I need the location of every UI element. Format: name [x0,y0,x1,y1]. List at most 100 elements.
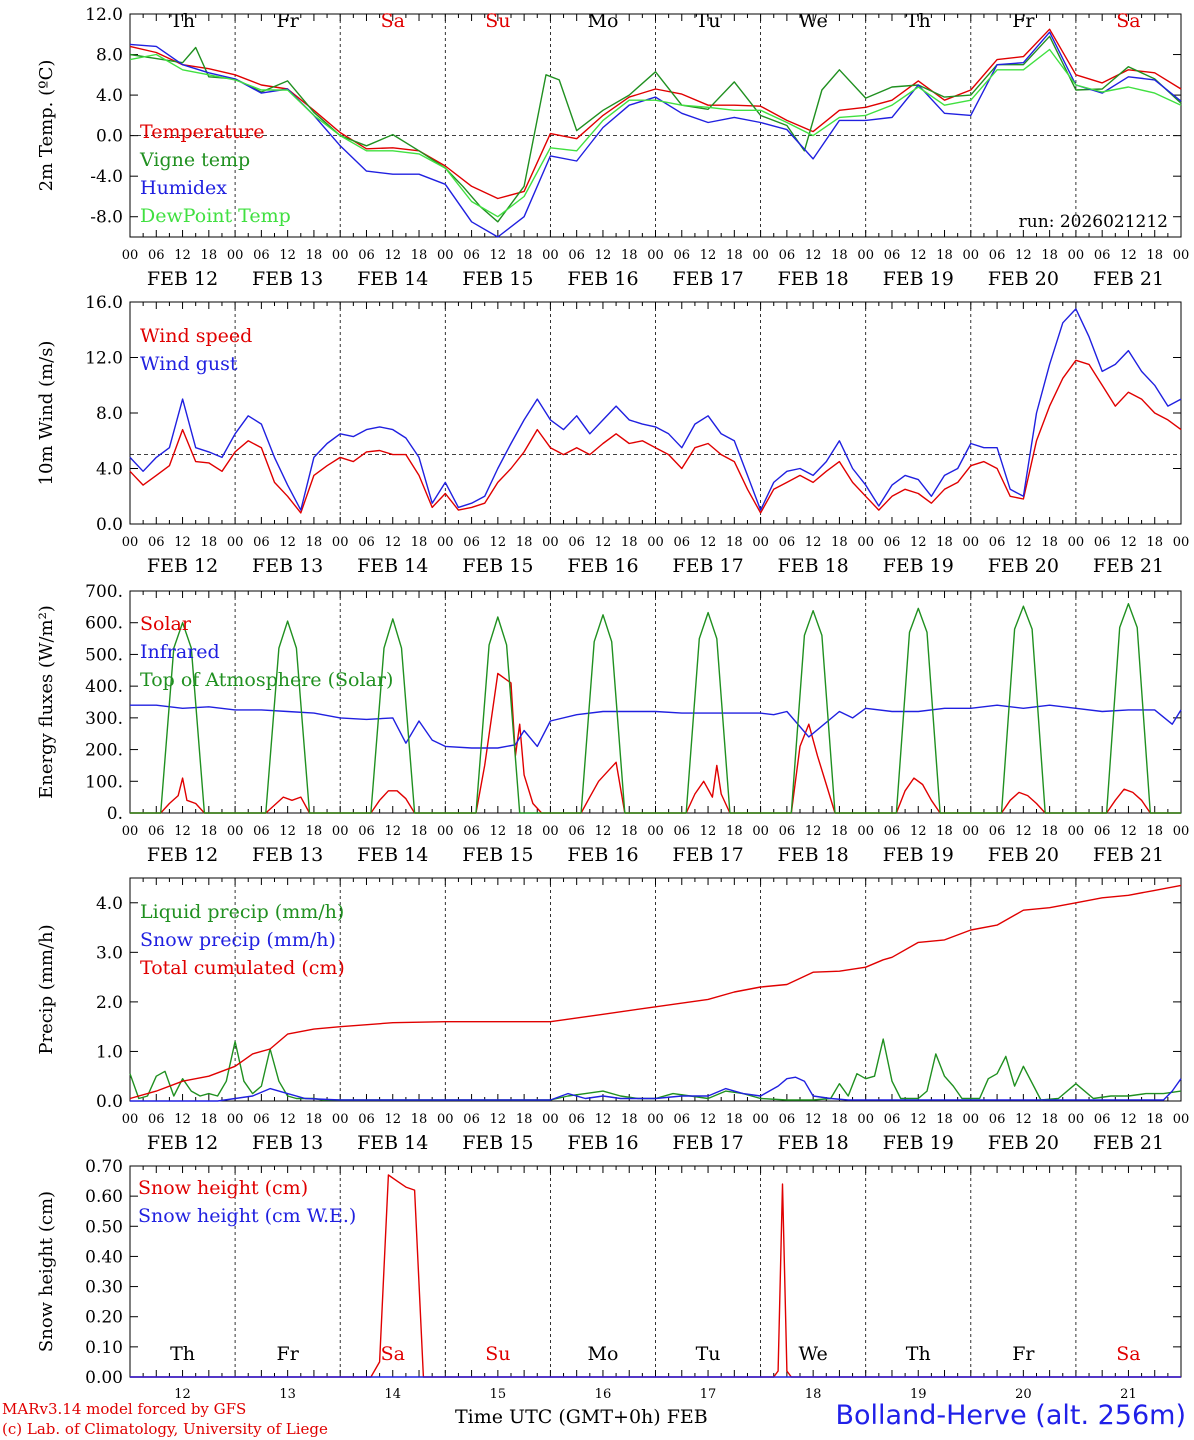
hour-tick-label: 06 [674,535,691,550]
series-line [129,35,1182,223]
hour-tick-label: 12 [1015,824,1032,839]
hour-tick-label: 12 [384,1112,401,1127]
date-label: FEB 18 [778,268,849,290]
hour-tick-label: 18 [1041,248,1058,263]
hour-tick-label: 18 [201,824,218,839]
hour-tick-label: 12 [174,824,191,839]
hour-tick-label: 12 [384,248,401,263]
hour-tick-label: 00 [332,1112,349,1127]
hour-tick-label: 00 [1068,535,1085,550]
hour-tick-label: 06 [148,1112,165,1127]
hour-tick-label: 12 [700,1112,717,1127]
weekday-label: Tu [696,10,721,32]
date-label: FEB 15 [462,844,533,866]
date-label: FEB 20 [988,844,1059,866]
y-tick-label: 0.0 [96,1092,123,1112]
y-tick-label: 2.0 [96,993,123,1013]
hour-tick-label: 06 [884,824,901,839]
hour-tick-label: 12 [700,248,717,263]
hour-tick-label: 12 [1015,535,1032,550]
hour-tick-label: 00 [647,824,664,839]
date-label: FEB 16 [567,1132,638,1154]
hour-tick-label: 06 [148,824,165,839]
hour-tick-label: 00 [332,824,349,839]
hour-tick-label: 12 [805,824,822,839]
hour-tick-label: 18 [306,1112,323,1127]
y-tick-label: 700. [85,582,123,602]
y-tick-label: 0.30 [85,1278,123,1298]
hour-tick-label: 18 [831,824,848,839]
hour-tick-label: 06 [358,824,375,839]
hour-tick-label: 18 [936,535,953,550]
hour-tick-label: 18 [201,535,218,550]
hour-tick-label: 18 [1146,824,1163,839]
hour-tick-label: 12 [910,535,927,550]
hour-tick-label: 00 [1068,248,1085,263]
hour-tick-label: 18 [306,824,323,839]
weekday-label: We [799,1343,828,1365]
hour-tick-label: 12 [279,248,296,263]
hour-tick-label: 06 [463,824,480,839]
hour-tick-label: 00 [437,1112,454,1127]
weekday-label: Su [485,1343,510,1365]
weekday-label: Sa [1116,10,1140,32]
hour-tick-label: 00 [1173,824,1190,839]
hour-tick-label: 12 [1015,248,1032,263]
y-tick-label: 100. [85,772,123,792]
hour-tick-label: 18 [621,248,638,263]
hour-tick-label: 12 [1120,535,1137,550]
date-label: FEB 20 [988,1132,1059,1154]
series-line [129,359,1182,514]
weekday-label: Mo [587,1343,618,1365]
date-label: FEB 14 [357,844,428,866]
hour-tick-label: 00 [963,535,980,550]
y-tick-label: 0.0 [96,127,123,147]
hour-tick-label: 00 [1068,824,1085,839]
hour-tick-label: 18 [726,1112,743,1127]
day-number: 12 [174,1387,191,1402]
day-number: 14 [384,1387,401,1402]
hour-tick-label: 12 [1120,824,1137,839]
hour-tick-label: 12 [174,1112,191,1127]
hour-tick-label: 06 [884,248,901,263]
date-label: FEB 15 [462,555,533,577]
series-line [130,1174,1181,1378]
hour-tick-label: 18 [201,1112,218,1127]
y-tick-label: 0.50 [85,1217,123,1237]
hour-tick-label: 00 [542,1112,559,1127]
hour-tick-label: 00 [963,1112,980,1127]
hour-tick-label: 06 [148,535,165,550]
hour-tick-label: 12 [805,535,822,550]
date-label: FEB 16 [567,555,638,577]
date-label: FEB 14 [357,555,428,577]
day-number: 21 [1120,1387,1137,1402]
legend-entry: Humidex [140,177,227,199]
hour-tick-label: 00 [752,535,769,550]
hour-tick-label: 06 [989,824,1006,839]
hour-tick-label: 12 [279,535,296,550]
hour-tick-label: 06 [568,824,585,839]
weekday-label: Th [906,10,931,32]
legend-entry: DewPoint Temp [140,205,291,227]
weekday-label: Sa [1116,1343,1140,1365]
series-line [129,308,1182,511]
hour-tick-label: 06 [253,824,270,839]
hour-tick-label: 06 [884,1112,901,1127]
weekday-label: Su [485,10,510,32]
date-label: FEB 21 [1093,268,1164,290]
hour-tick-label: 00 [122,248,139,263]
day-number: 17 [700,1387,717,1402]
date-label: FEB 14 [357,268,428,290]
legend-entry: Wind gust [140,353,238,375]
date-label: FEB 17 [672,555,743,577]
y-axis-label: Precip (mm/h) [36,924,57,1054]
series-line [129,28,1182,200]
y-tick-label: 0.00 [85,1368,123,1388]
hour-tick-label: 06 [1094,248,1111,263]
hour-tick-label: 12 [490,248,507,263]
hour-tick-label: 06 [568,1112,585,1127]
hour-tick-label: 00 [1173,248,1190,263]
hour-tick-label: 00 [647,248,664,263]
hour-tick-label: 18 [831,535,848,550]
y-tick-label: 0.70 [85,1157,123,1177]
